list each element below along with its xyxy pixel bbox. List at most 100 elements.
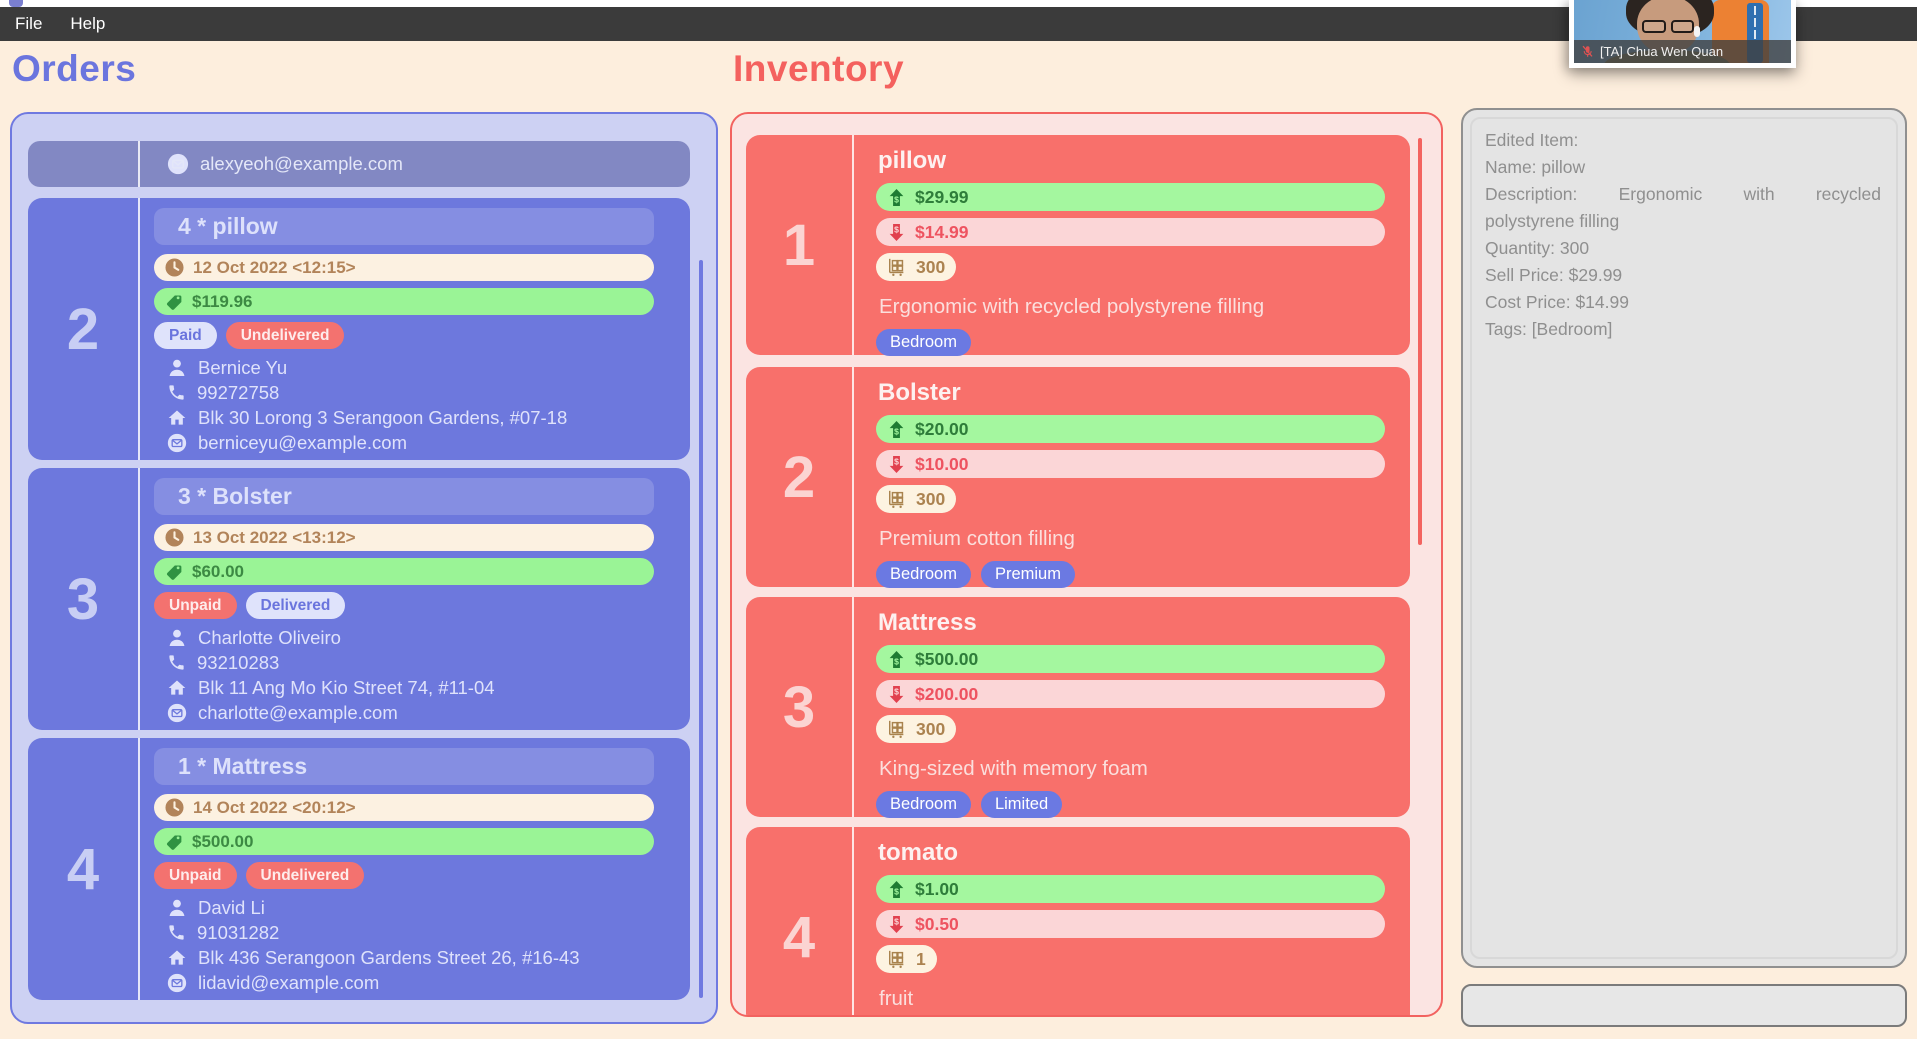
sell-price-icon: $ xyxy=(889,650,904,668)
clock-icon xyxy=(165,798,184,817)
cart-icon xyxy=(889,258,904,276)
quantity-pill: 300 xyxy=(876,715,957,743)
item-tag: Premium xyxy=(980,561,1075,588)
customer-name-row: David Li xyxy=(154,895,654,920)
email-row: berniceyu@example.com xyxy=(154,430,654,455)
order-total-pill: $60.00 xyxy=(154,558,654,585)
cost-price-icon: $ xyxy=(889,685,904,703)
order-index: 2 xyxy=(66,296,100,362)
item-description: fruit xyxy=(879,987,914,1010)
item-index: 2 xyxy=(782,444,816,510)
quantity-pill: 300 xyxy=(876,485,957,513)
app-icon xyxy=(9,0,23,7)
card-divider xyxy=(138,468,140,730)
email-icon xyxy=(167,433,187,452)
item-index: 4 xyxy=(782,904,816,970)
sell-price-pill: $ $29.99 xyxy=(876,183,1385,211)
result-display[interactable]: Edited Item: Name: pillow Description: E… xyxy=(1461,108,1907,968)
order-card[interactable]: 4 1 * Mattress 14 Oct 2022 <20:12> $500.… xyxy=(28,738,690,1000)
cost-price-icon: $ xyxy=(889,455,904,473)
email-icon xyxy=(167,703,187,722)
order-datetime-pill: 13 Oct 2022 <13:12> xyxy=(154,524,654,551)
card-divider xyxy=(138,141,140,187)
inventory-card[interactable]: 4 tomato $ $1.00 $ $0.50 1 fruit xyxy=(746,827,1410,1015)
email-row: charlotte@example.com xyxy=(154,700,654,725)
address-row: Blk 30 Lorong 3 Serangoon Gardens, #07-1… xyxy=(154,405,654,430)
orders-scrollbar-thumb[interactable] xyxy=(699,260,703,998)
webcam-label: [TA] Chua Wen Quan xyxy=(1574,40,1791,63)
svg-text:$: $ xyxy=(894,456,899,466)
quantity-pill: 1 xyxy=(876,945,937,973)
order-title: 4 * pillow xyxy=(154,208,654,245)
cost-price-icon: $ xyxy=(889,223,904,241)
order-email: alexyeoh@example.com xyxy=(200,152,403,174)
inventory-card[interactable]: 1 pillow $ $29.99 $ $14.99 300 Ergonomic… xyxy=(746,135,1410,356)
clock-icon xyxy=(165,258,184,277)
webcam-overlay[interactable]: [TA] Chua Wen Quan xyxy=(1569,0,1796,68)
orders-heading: Orders xyxy=(12,48,137,89)
order-card[interactable]: 3 3 * Bolster 13 Oct 2022 <13:12> $60.00… xyxy=(28,468,690,730)
inventory-card[interactable]: 2 Bolster $ $20.00 $ $10.00 300 Premium … xyxy=(746,367,1410,588)
card-divider xyxy=(852,135,854,355)
status-badge: Unpaid xyxy=(154,592,237,619)
inventory-heading: Inventory xyxy=(733,48,905,89)
item-description: King-sized with memory foam xyxy=(879,757,1148,780)
person-icon xyxy=(169,629,185,646)
email-row: lidavid@example.com xyxy=(154,970,654,995)
item-index: 1 xyxy=(782,212,816,278)
svg-text:$: $ xyxy=(894,224,899,234)
phone-row: 91031282 xyxy=(154,920,654,945)
order-card-partial[interactable]: alexyeoh@example.com xyxy=(28,141,690,187)
result-line: Quantity: 300 xyxy=(1485,238,1590,258)
card-divider xyxy=(138,198,140,460)
command-input[interactable] xyxy=(1461,984,1907,1027)
clock-icon xyxy=(165,528,184,547)
item-index: 3 xyxy=(782,674,816,740)
address-row: Blk 436 Serangoon Gardens Street 26, #16… xyxy=(154,945,654,970)
result-line: Sell Price: $29.99 xyxy=(1485,265,1623,285)
svg-text:$: $ xyxy=(894,686,899,696)
order-index: 3 xyxy=(66,566,100,632)
status-badge: Delivered xyxy=(245,592,346,619)
sell-price-icon: $ xyxy=(889,420,904,438)
phone-icon xyxy=(169,655,184,670)
cost-price-pill: $ $14.99 xyxy=(876,218,1385,246)
sell-price-icon: $ xyxy=(889,880,904,898)
order-card[interactable]: 2 4 * pillow 12 Oct 2022 <12:15> $119.96… xyxy=(28,198,690,460)
cart-icon xyxy=(889,950,904,968)
address-row: Blk 11 Ang Mo Kio Street 74, #11-04 xyxy=(154,675,654,700)
inventory-card[interactable]: 3 Mattress $ $500.00 $ $200.00 300 King-… xyxy=(746,597,1410,818)
home-icon xyxy=(168,410,186,425)
customer-name-row: Bernice Yu xyxy=(154,355,654,380)
file-menu[interactable]: File xyxy=(15,14,43,33)
email-row: alexyeoh@example.com xyxy=(154,151,403,176)
email-icon xyxy=(167,153,189,174)
order-total-pill: $119.96 xyxy=(154,288,654,315)
cart-icon xyxy=(889,490,904,508)
quantity-pill: 300 xyxy=(876,253,957,281)
phone-row: 99272758 xyxy=(154,380,654,405)
order-total-pill: $500.00 xyxy=(154,828,654,855)
mic-off-icon xyxy=(1582,45,1593,57)
phone-icon xyxy=(169,925,184,940)
item-name: pillow xyxy=(878,147,946,174)
inventory-scrollbar-thumb[interactable] xyxy=(1418,138,1422,545)
item-tag: Limited xyxy=(980,791,1063,818)
help-menu[interactable]: Help xyxy=(70,14,106,33)
person-icon xyxy=(169,899,185,916)
inventory-panel: 1 pillow $ $29.99 $ $14.99 300 Ergonomic… xyxy=(730,112,1443,1017)
item-name: tomato xyxy=(878,839,958,866)
price-tag-icon xyxy=(166,834,182,850)
sell-price-pill: $ $20.00 xyxy=(876,415,1385,443)
result-line: Tags: [Bedroom] xyxy=(1485,319,1613,339)
order-title: 1 * Mattress xyxy=(154,748,654,785)
customer-name-row: Charlotte Oliveiro xyxy=(154,625,654,650)
order-datetime-pill: 12 Oct 2022 <12:15> xyxy=(154,254,654,281)
result-line: Cost Price: $14.99 xyxy=(1485,292,1629,312)
item-tag: Bedroom xyxy=(876,329,971,356)
home-icon xyxy=(168,680,186,695)
window-titlebar-sliver xyxy=(0,0,1917,7)
item-description: Premium cotton filling xyxy=(879,527,1075,550)
result-line: polystyrene filling xyxy=(1485,211,1620,231)
home-icon xyxy=(168,950,186,965)
